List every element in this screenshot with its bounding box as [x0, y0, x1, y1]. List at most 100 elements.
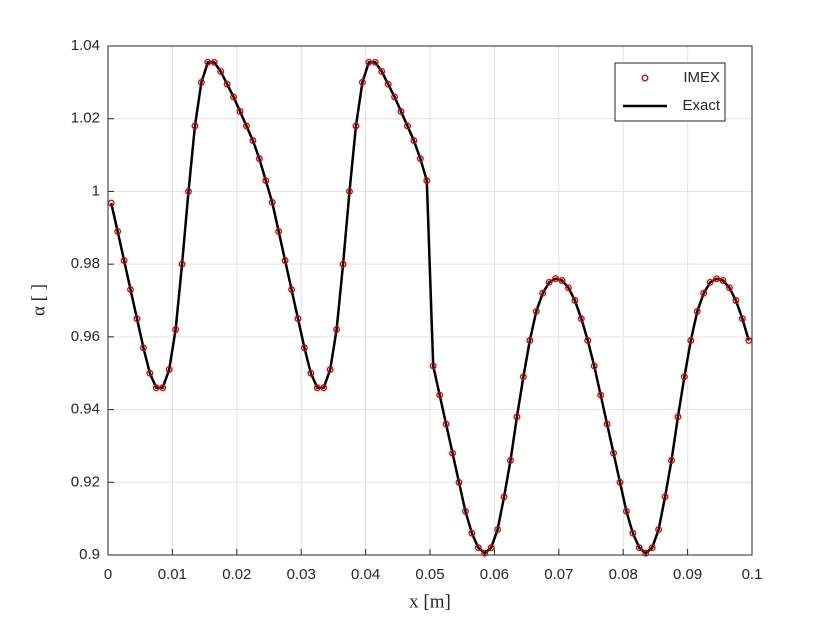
marker: [726, 284, 733, 292]
marker: [474, 544, 482, 552]
marker: [346, 187, 353, 195]
marker: [146, 369, 154, 377]
marker: [300, 344, 308, 352]
marker: [674, 413, 682, 421]
x-tick-label: 0.06: [480, 566, 509, 583]
axes-box: [107, 45, 753, 556]
y-tick-label: 1: [92, 182, 100, 199]
marker: [210, 58, 218, 66]
marker: [655, 526, 663, 533]
marker: [610, 449, 617, 457]
x-tick-label: 0: [104, 566, 112, 583]
marker: [268, 198, 276, 206]
marker: [339, 260, 347, 268]
legend-label: IMEX: [683, 69, 720, 86]
legend-label: Exact: [682, 97, 720, 114]
marker: [461, 507, 469, 515]
marker: [622, 507, 630, 515]
marker: [468, 529, 476, 537]
marker: [584, 337, 592, 344]
marker: [507, 457, 514, 464]
exact-line: [110, 61, 750, 555]
y-tick-label: 0.96: [71, 328, 100, 345]
marker: [197, 78, 205, 86]
y-tick-label: 0.9: [79, 546, 100, 563]
marker: [545, 278, 553, 286]
marker: [719, 277, 727, 284]
marker: [693, 307, 701, 315]
x-tick-label: 0.04: [351, 566, 380, 583]
marker: [745, 337, 753, 344]
marker: [700, 289, 708, 297]
y-tick-label: 0.92: [71, 473, 100, 490]
x-tick-label: 0.05: [415, 566, 444, 583]
x-tick-label: 0.07: [544, 566, 573, 583]
marker: [481, 549, 489, 557]
marker: [629, 529, 637, 537]
legend-marker: [641, 74, 649, 82]
marker: [416, 155, 424, 163]
x-tick-label: 0.02: [222, 566, 251, 583]
marker: [230, 93, 238, 101]
marker: [165, 366, 173, 374]
marker: [281, 257, 289, 264]
y-tick-label: 0.94: [71, 401, 100, 418]
marker: [616, 478, 624, 486]
marker: [603, 420, 611, 428]
x-tick-label: 0.1: [742, 566, 763, 583]
marker: [738, 315, 746, 323]
marker: [255, 155, 263, 163]
marker: [307, 369, 315, 377]
marker: [687, 337, 695, 344]
marker: [635, 544, 643, 552]
marker: [668, 457, 675, 464]
marker: [294, 315, 302, 323]
marker: [236, 107, 244, 115]
marker: [590, 362, 598, 370]
marker: [455, 478, 463, 486]
marker: [139, 344, 147, 352]
y-tick-label: 1.02: [71, 110, 100, 127]
marker: [552, 275, 560, 283]
x-tick-label: 0.09: [673, 566, 702, 583]
marker: [680, 373, 688, 381]
y-axis-label: α [ ]: [28, 284, 49, 316]
marker: [597, 391, 605, 399]
marker: [706, 278, 714, 286]
marker: [223, 80, 231, 88]
marker: [371, 58, 379, 66]
marker: [532, 307, 540, 315]
marker: [191, 122, 199, 130]
marker: [365, 58, 373, 66]
marker: [133, 315, 141, 323]
marker: [487, 544, 495, 552]
marker: [436, 391, 444, 399]
marker: [313, 384, 321, 392]
marker: [565, 284, 572, 292]
x-tick-label: 0.03: [287, 566, 316, 583]
marker: [571, 297, 579, 304]
legend: IMEX Exact: [614, 62, 726, 122]
marker: [713, 275, 721, 283]
marker: [410, 137, 418, 144]
marker: [661, 493, 669, 501]
marker: [127, 286, 134, 294]
marker: [494, 526, 502, 533]
marker: [642, 549, 650, 557]
marker: [185, 187, 192, 195]
marker: [204, 58, 212, 66]
marker: [217, 67, 225, 75]
marker: [513, 413, 521, 421]
marker: [648, 544, 656, 552]
marker: [384, 80, 392, 88]
y-tick-label: 0.98: [71, 255, 100, 272]
marker: [333, 326, 341, 334]
marker: [262, 177, 270, 184]
x-axis-label: x [m]: [409, 591, 451, 612]
marker: [442, 420, 450, 428]
marker: [391, 93, 399, 101]
marker: [159, 384, 167, 392]
marker: [577, 315, 585, 323]
marker: [288, 286, 295, 294]
